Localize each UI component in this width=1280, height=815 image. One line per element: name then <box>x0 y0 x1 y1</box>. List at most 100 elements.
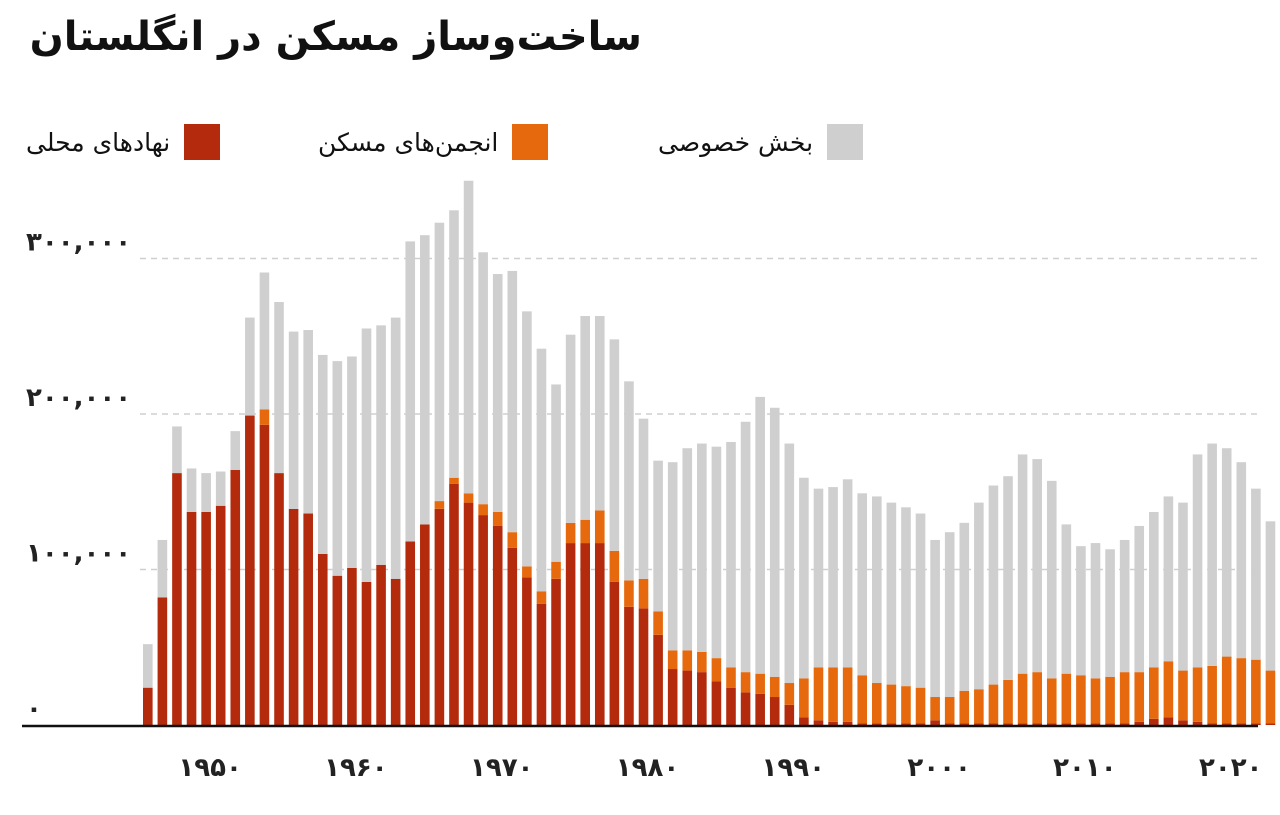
y-tick-label-100000: ۱۰۰,۰۰۰ <box>26 539 131 569</box>
bar-housing-associations-2006 <box>1017 673 1028 724</box>
bar-local-authorities-1984 <box>697 672 707 725</box>
bar-private-sector-1969 <box>478 252 488 505</box>
bar-private-sector-1968 <box>463 180 474 494</box>
bar-housing-associations-2011 <box>1090 678 1101 724</box>
bar-local-authorities-2005 <box>1003 723 1013 725</box>
bar-private-sector-1954 <box>259 272 270 410</box>
bar-local-authorities-1974 <box>551 578 561 725</box>
bar-private-sector-1974 <box>551 384 561 562</box>
bar-private-sector-1979 <box>624 381 634 581</box>
bar-housing-associations-1989 <box>769 676 780 698</box>
bar-housing-associations-1982 <box>667 650 678 670</box>
bar-local-authorities-2021 <box>1236 723 1247 725</box>
bar-private-sector-2020 <box>1221 448 1232 657</box>
bar-local-authorities-1983 <box>682 670 693 725</box>
bar-private-sector-2019 <box>1207 443 1217 666</box>
bar-private-sector-1983 <box>682 448 693 651</box>
bar-housing-associations-1966 <box>434 501 445 509</box>
bar-private-sector-1988 <box>755 396 765 674</box>
bar-local-authorities-1950 <box>201 511 211 725</box>
bar-private-sector-1982 <box>667 462 678 651</box>
bar-private-sector-1997 <box>886 502 897 685</box>
bar-local-authorities-1985 <box>711 681 722 725</box>
bar-local-authorities-1976 <box>580 543 590 725</box>
bar-private-sector-1957 <box>303 330 313 514</box>
bar-housing-associations-1994 <box>842 667 853 722</box>
bar-private-sector-1995 <box>857 493 868 676</box>
bar-private-sector-1993 <box>828 487 838 668</box>
bar-housing-associations-1999 <box>915 687 926 724</box>
bar-local-authorities-1959 <box>332 575 343 725</box>
bar-private-sector-1976 <box>580 316 590 520</box>
bar-local-authorities-2015 <box>1149 718 1159 725</box>
bar-local-authorities-1995 <box>857 723 868 725</box>
bar-housing-associations-2010 <box>1076 675 1086 724</box>
legend-swatch-private-sector <box>827 124 864 160</box>
x-tick-label-1960: ۱۹۶۰ <box>324 753 387 783</box>
bar-local-authorities-1998 <box>901 723 911 725</box>
bar-housing-associations-2007 <box>1032 672 1042 724</box>
bar-housing-associations-1998 <box>901 686 911 724</box>
bar-local-authorities-1952 <box>230 469 241 725</box>
bar-private-sector-1946 <box>143 644 153 688</box>
bar-housing-associations-1986 <box>726 667 736 688</box>
bar-local-authorities-1954 <box>259 424 270 725</box>
bar-housing-associations-1978 <box>609 550 620 582</box>
bar-private-sector-1952 <box>230 431 241 470</box>
bar-housing-associations-1977 <box>594 510 605 544</box>
bar-housing-associations-1954 <box>259 409 270 425</box>
bar-private-sector-1949 <box>186 468 197 512</box>
bar-housing-associations-2015 <box>1149 667 1159 719</box>
bar-private-sector-1975 <box>565 334 576 523</box>
bar-private-sector-1953 <box>245 317 255 416</box>
bar-local-authorities-1989 <box>769 697 780 725</box>
bar-housing-associations-2014 <box>1134 672 1145 722</box>
bar-local-authorities-1956 <box>288 508 299 725</box>
y-tick-label-200000: ۲۰۰,۰۰۰ <box>26 383 131 413</box>
bar-local-authorities-1966 <box>434 508 445 725</box>
bar-private-sector-1950 <box>201 473 211 512</box>
bar-private-sector-2008 <box>1046 480 1057 679</box>
bar-private-sector-1977 <box>594 316 605 511</box>
bar-local-authorities-1948 <box>172 473 182 725</box>
bar-housing-associations-1967 <box>449 477 459 484</box>
legend-swatch-local-authorities <box>184 124 221 160</box>
bar-local-authorities-2009 <box>1061 723 1072 725</box>
bar-local-authorities-1969 <box>478 515 488 725</box>
bar-housing-associations-1975 <box>565 522 576 544</box>
bar-local-authorities-1963 <box>390 578 401 725</box>
bar-housing-associations-1970 <box>492 511 503 526</box>
bar-private-sector-1990 <box>784 443 795 684</box>
bar-housing-associations-2002 <box>959 690 970 724</box>
legend-item-local-authorities: نهادهای محلی <box>26 124 221 160</box>
bar-local-authorities-1996 <box>872 723 882 725</box>
bar-housing-associations-1983 <box>682 650 693 671</box>
bar-housing-associations-2023 <box>1265 670 1276 724</box>
bar-local-authorities-1965 <box>420 524 430 725</box>
chart-title: ساخت‌وساز مسکن در انگلستان <box>29 14 642 60</box>
bar-private-sector-2015 <box>1149 511 1159 668</box>
y-tick-label-300000: ۳۰۰,۰۰۰ <box>26 228 131 258</box>
bar-private-sector-2010 <box>1076 546 1086 676</box>
bar-private-sector-1981 <box>653 460 663 612</box>
bar-private-sector-1956 <box>288 331 299 509</box>
bar-private-sector-2012 <box>1105 549 1115 677</box>
bar-local-authorities-1958 <box>317 553 328 725</box>
legend-label-local-authorities: نهادهای محلی <box>26 127 171 157</box>
bar-housing-associations-2003 <box>974 689 984 724</box>
bar-private-sector-1962 <box>376 325 386 565</box>
bar-private-sector-2021 <box>1236 462 1247 659</box>
bar-local-authorities-2010 <box>1076 723 1086 725</box>
bar-local-authorities-2001 <box>944 723 955 725</box>
bar-private-sector-1991 <box>799 477 809 679</box>
bar-local-authorities-1993 <box>828 721 838 725</box>
bar-local-authorities-2014 <box>1134 721 1145 725</box>
bar-local-authorities-1964 <box>405 541 416 725</box>
x-tick-label-1970: ۱۹۷۰ <box>470 753 533 783</box>
bar-housing-associations-1997 <box>886 684 897 724</box>
bar-local-authorities-1988 <box>755 693 765 725</box>
bar-housing-associations-1996 <box>872 683 882 724</box>
bar-private-sector-1971 <box>507 270 518 533</box>
bar-local-authorities-2013 <box>1119 723 1130 725</box>
bar-housing-associations-2018 <box>1192 667 1203 722</box>
